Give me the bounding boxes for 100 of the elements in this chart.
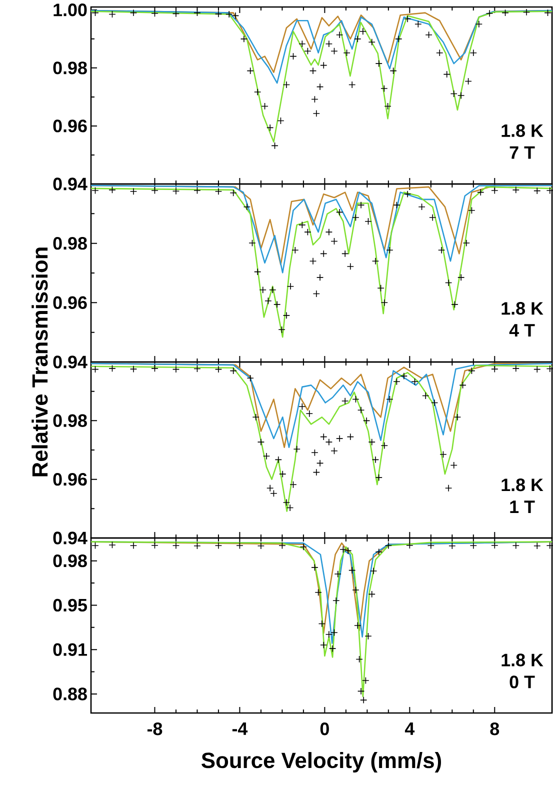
point xyxy=(320,62,328,69)
point xyxy=(411,378,418,386)
point xyxy=(362,417,370,424)
point xyxy=(130,9,138,16)
point xyxy=(464,78,472,85)
x-tick-label: -4 xyxy=(232,722,248,735)
point xyxy=(448,542,456,550)
point xyxy=(491,186,498,194)
point xyxy=(368,438,376,446)
point xyxy=(336,31,344,38)
point xyxy=(328,644,336,652)
point xyxy=(243,203,251,210)
point xyxy=(477,188,484,196)
point xyxy=(380,84,388,92)
point xyxy=(214,10,222,18)
point xyxy=(254,268,262,276)
point xyxy=(172,366,180,373)
point xyxy=(311,564,318,572)
point xyxy=(304,228,312,236)
point xyxy=(393,378,400,386)
y-tick-label: 0.91 xyxy=(53,643,87,656)
point xyxy=(92,366,99,373)
point xyxy=(377,284,384,292)
point xyxy=(257,438,265,446)
point xyxy=(375,60,382,68)
point xyxy=(468,367,476,374)
point xyxy=(269,286,276,294)
point xyxy=(429,214,436,222)
point xyxy=(271,142,278,150)
y-tick-label: 0.96 xyxy=(53,472,87,486)
point xyxy=(316,274,324,282)
point xyxy=(462,239,470,247)
point xyxy=(325,630,333,638)
point xyxy=(230,367,237,374)
x-tick-label: 8 xyxy=(490,722,500,736)
annotation: 0 T xyxy=(510,676,535,688)
point xyxy=(360,696,368,704)
point xyxy=(290,481,297,488)
annotation: 4 T xyxy=(509,324,535,336)
point xyxy=(330,629,338,636)
y-axis-title: Relative Transmission xyxy=(32,248,48,476)
point xyxy=(357,201,365,209)
point xyxy=(438,246,446,254)
point xyxy=(336,208,344,216)
y-tick-label: 0.94 xyxy=(53,532,88,544)
point xyxy=(364,218,372,225)
point xyxy=(444,279,452,286)
line-series xyxy=(91,541,552,698)
annotation: 7 T xyxy=(510,146,535,159)
point xyxy=(194,365,201,372)
point xyxy=(359,28,367,35)
point xyxy=(334,570,342,578)
point xyxy=(151,10,158,17)
point xyxy=(372,258,380,265)
point xyxy=(470,49,477,56)
point xyxy=(384,102,392,110)
point xyxy=(325,438,333,446)
point xyxy=(470,542,477,550)
point xyxy=(370,567,378,575)
point xyxy=(108,186,116,194)
point xyxy=(194,9,201,16)
point xyxy=(451,300,458,308)
y-tick-label: 0.88 xyxy=(53,688,87,700)
point xyxy=(534,187,541,194)
point xyxy=(309,67,317,74)
point xyxy=(279,470,286,478)
point xyxy=(346,433,354,440)
point xyxy=(257,542,265,550)
point xyxy=(108,364,116,372)
point xyxy=(172,542,180,550)
point xyxy=(486,10,494,17)
point xyxy=(194,186,201,194)
point xyxy=(440,450,447,458)
point xyxy=(172,10,180,18)
point xyxy=(214,366,222,373)
point xyxy=(380,442,388,450)
point xyxy=(348,81,356,88)
point xyxy=(320,641,328,649)
point xyxy=(277,117,284,124)
point xyxy=(348,566,356,574)
point xyxy=(393,201,400,209)
point xyxy=(386,396,394,403)
point xyxy=(312,468,320,476)
point xyxy=(320,433,328,440)
x-axis-title: Source Velocity (mm/s) xyxy=(202,752,441,772)
point xyxy=(346,262,354,270)
point xyxy=(357,688,365,695)
point xyxy=(400,372,408,380)
point xyxy=(380,299,388,306)
point xyxy=(314,588,322,596)
point xyxy=(311,96,318,103)
point xyxy=(443,70,450,78)
y-tick-label: 1.00 xyxy=(54,4,87,16)
point xyxy=(475,20,483,28)
point xyxy=(425,31,432,38)
point xyxy=(430,399,438,406)
point xyxy=(352,396,360,403)
point xyxy=(457,274,465,282)
point xyxy=(214,188,222,196)
point xyxy=(298,40,306,48)
